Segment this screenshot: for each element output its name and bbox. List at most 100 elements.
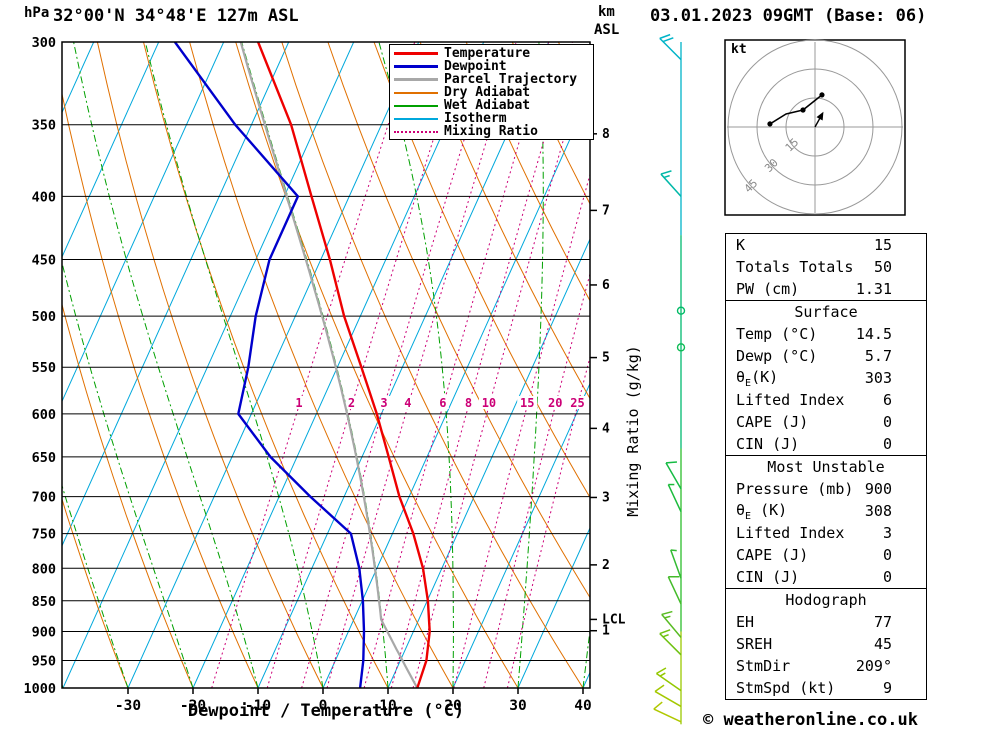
svg-text:500: 500 [32,309,56,325]
table-row-value: 9 [882,679,892,697]
page-title: 32°00'N 34°48'E 127m ASL [53,6,299,26]
table-row-label: Temp (°C) [736,325,818,343]
svg-text:750: 750 [32,527,56,543]
table-row-label: StmDir [736,657,791,675]
wind-barb [667,483,682,513]
wet-adiabat-line [62,483,129,688]
isotherm-line [322,93,590,688]
legend-item-label: Isotherm [444,111,507,126]
wet-adiabat-line [73,42,259,688]
mixing-ratio-axis-label: Mixing Ratio (g/kg) [624,345,642,517]
table-section: K 15 Totals Totals 50 PW (cm) 1.31 [725,233,927,301]
legend-item-label: Dry Adiabat [444,85,531,100]
table-row-value: 15 [873,236,892,254]
table-row: SREH 45 [726,633,926,655]
table-row: Temp (°C) 14.5 [726,323,926,345]
svg-text:4: 4 [404,396,411,410]
table-row: Pressure (mb) 900 [726,478,926,500]
table-row-label: Lifted Index [736,524,845,542]
dry-adiabat-line [465,42,590,302]
table-row: PW (cm) 1.31 [726,278,926,300]
legend-line-sample [394,104,438,107]
table-row-label: PW (cm) [736,280,800,298]
table-row-value: 14.5 [855,325,892,343]
table-row-label: K [736,236,746,254]
dewpoint-curve [173,42,366,688]
svg-text:1000: 1000 [23,681,56,697]
table-row: CAPE (J) 0 [726,411,926,433]
svg-text:400: 400 [32,189,56,205]
table-row: CAPE (J) 0 [726,544,926,566]
svg-text:900: 900 [32,624,56,640]
svg-text:3: 3 [380,396,387,410]
table-row-label: EH [736,613,755,631]
svg-text:550: 550 [32,360,56,376]
dry-adiabat-line [62,497,129,688]
isotherm-line [517,526,590,688]
legend-line-sample [394,52,438,55]
altitude-axis-unit-km: km [598,4,615,20]
table-row: StmDir 209° [726,655,926,677]
table-row-value: 0 [882,413,892,431]
isotherm-line [257,42,550,688]
copyright-link[interactable]: © weatheronline.co.uk [703,710,918,730]
sounding-profiles [173,42,431,688]
svg-text:0: 0 [319,698,328,714]
svg-text:2: 2 [348,396,355,410]
table-section-title: Most Unstable [767,458,885,476]
table-row: Lifted Index 3 [726,522,926,544]
table-row-value: 0 [882,568,892,586]
svg-text:700: 700 [32,490,56,506]
dry-adiabat-line [419,42,590,400]
svg-text:850: 850 [32,594,56,610]
table-row: Dewp (°C) 5.7 [726,345,926,367]
dry-adiabat-line [96,42,324,688]
svg-text:6: 6 [602,278,610,293]
legend-item: Parcel Trajectory [390,72,593,87]
svg-text:3: 3 [602,490,610,505]
isotherm-line [62,42,160,259]
table-row-label: CAPE (J) [736,413,809,431]
svg-text:25: 25 [570,396,584,410]
legend-item: Isotherm [390,111,593,126]
legend-item: Dewpoint [390,59,593,74]
isotherm-line [192,42,485,688]
table-row-label: θE(K) [736,367,779,389]
table-row-label: Lifted Index [736,391,845,409]
temperature-axis-label: Dewpoint / Temperature (°C) [187,701,465,721]
legend-line-sample [394,65,438,68]
axis-labels: 3003504004505005506006507007508008509009… [23,35,625,714]
legend-item: Dry Adiabat [390,85,593,100]
altitude-axis-unit-asl: ASL [594,22,620,38]
svg-text:8: 8 [602,127,610,142]
legend-item-label: Mixing Ratio [444,124,538,139]
hodograph-unit-label: kt [731,42,747,57]
table-row-label: CAPE (J) [736,546,809,564]
table-row: θE (K) 308 [726,500,926,522]
table-row: EH 77 [726,611,926,633]
wet-adiabat-line [582,626,590,688]
wind-barb [670,549,682,579]
isotherm-line [387,237,590,688]
svg-text:40: 40 [574,698,591,714]
table-row-value: 303 [864,369,892,387]
isotherm-line [62,42,290,547]
wind-barb [665,461,682,490]
legend-item: Temperature [390,46,593,61]
svg-text:5: 5 [602,351,610,366]
table-row: K 15 [726,234,926,256]
hodograph-ring [785,97,845,157]
table-row-value: 6 [882,391,892,409]
table-row-value: 5.7 [864,347,892,365]
svg-text:10: 10 [379,698,396,714]
lcl-label: LCL [602,612,626,627]
svg-text:950: 950 [32,653,56,669]
parcel-trajectory-curve [239,42,419,688]
svg-text:350: 350 [32,118,56,134]
wind-barb [661,610,682,638]
wind-barb [660,170,682,197]
table-row-value: 209° [855,657,892,675]
